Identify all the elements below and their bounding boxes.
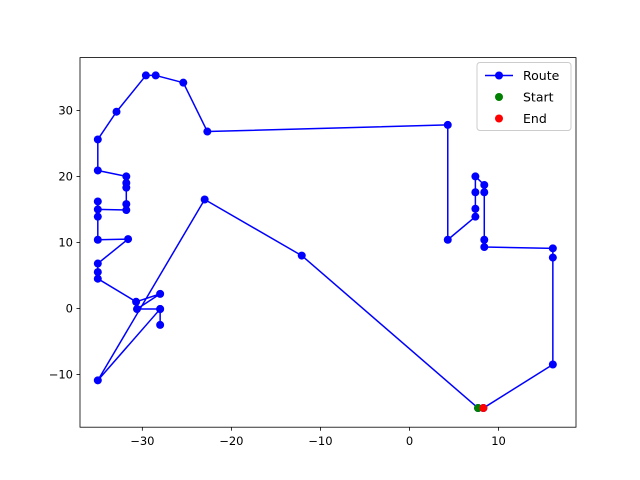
route-point — [297, 251, 306, 260]
route-point — [443, 120, 452, 129]
route-point — [548, 253, 557, 262]
route-point — [93, 197, 102, 206]
route-point — [122, 206, 131, 215]
route-point — [93, 268, 102, 277]
route-point — [93, 376, 102, 385]
y-tick-label: 20 — [58, 170, 73, 184]
route-point — [156, 305, 165, 314]
y-tick-label: 30 — [58, 104, 73, 118]
route-point — [471, 188, 480, 197]
route-point — [93, 205, 102, 214]
route-point — [132, 297, 141, 306]
route-point — [480, 180, 489, 189]
route-point — [122, 172, 131, 181]
route-point — [480, 235, 489, 244]
route-point — [141, 71, 150, 80]
route-point — [548, 244, 557, 253]
end-point — [479, 404, 488, 413]
route-point — [443, 235, 452, 244]
legend-route-label: Route — [523, 68, 560, 83]
route-point — [93, 212, 102, 221]
x-tick-label: 0 — [406, 434, 413, 448]
route-point — [480, 188, 489, 197]
legend-box — [476, 62, 572, 131]
route-point — [471, 212, 480, 221]
legend-start-marker — [495, 93, 503, 101]
route-point — [132, 305, 141, 314]
legend-route-marker — [495, 71, 503, 80]
route-point — [122, 183, 131, 192]
legend-start-label: Start — [523, 90, 554, 105]
legend-end-marker — [495, 114, 503, 123]
route-point — [124, 235, 133, 244]
route-point — [93, 274, 102, 283]
route-point — [93, 235, 102, 244]
x-tick-label: −10 — [308, 434, 332, 448]
route-point — [179, 78, 188, 87]
plot-area — [93, 71, 557, 413]
y-tick-label: 0 — [66, 302, 73, 316]
route-point — [471, 172, 480, 181]
route-point — [200, 195, 209, 204]
route-point — [112, 107, 121, 116]
x-tick-label: −20 — [219, 434, 243, 448]
route-point — [548, 360, 557, 369]
route-point — [203, 127, 212, 136]
y-tick-label: 10 — [58, 236, 73, 250]
route-point — [122, 200, 131, 209]
route-point — [156, 289, 165, 298]
route-point — [93, 166, 102, 175]
route-point — [480, 243, 489, 252]
x-tick-label: 10 — [491, 434, 506, 448]
route-point — [471, 204, 480, 213]
route-point — [156, 320, 165, 329]
route-point — [151, 71, 160, 80]
route-point — [93, 259, 102, 268]
route-point — [93, 135, 102, 144]
y-tick-label: −10 — [49, 368, 73, 382]
y-axis: −10 0 10 20 30 — [49, 104, 80, 382]
legend: Route Start End — [476, 62, 572, 131]
x-tick-label: −30 — [130, 434, 154, 448]
legend-end-label: End — [523, 111, 547, 126]
x-axis: −30 −20 −10 0 10 — [130, 427, 506, 448]
